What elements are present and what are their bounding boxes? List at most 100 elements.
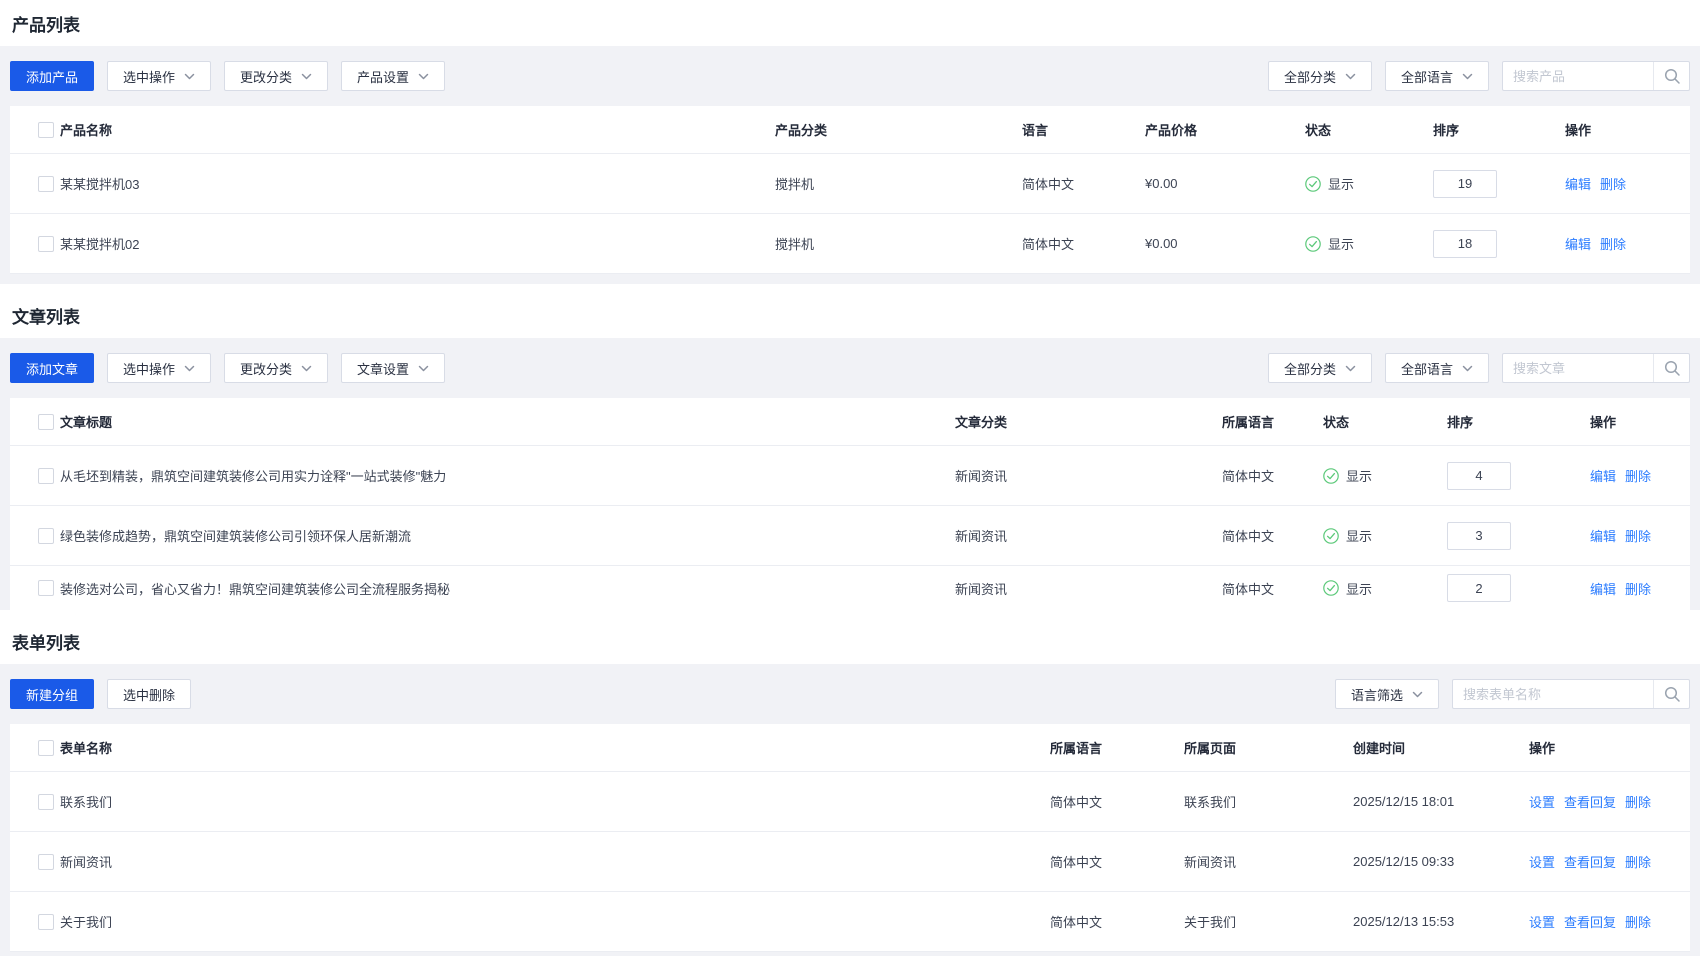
edit-link[interactable]: 编辑 (1565, 177, 1592, 192)
chevron-down-icon (1345, 73, 1356, 79)
delete-selected-button[interactable]: 选中删除 (107, 679, 192, 709)
row-checkbox[interactable] (38, 580, 54, 596)
delete-link[interactable]: 删除 (1625, 469, 1652, 484)
articles-toolbar: 添加文章 选中操作 更改分类 文章设置 全部分类 全部语言 (10, 353, 1690, 383)
delete-link[interactable]: 删除 (1600, 177, 1627, 192)
add-product-button[interactable]: 添加产品 (10, 61, 95, 91)
product-language: 简体中文 (1022, 237, 1075, 252)
row-checkbox[interactable] (38, 467, 54, 484)
check-circle-icon (1323, 580, 1339, 596)
view-replies-link[interactable]: 查看回复 (1564, 855, 1617, 870)
search-icon (1664, 68, 1680, 84)
forms-panel: 新建分组 选中删除 语言筛选 表单名称 所属语言 所属页面 创建时间 操作 (0, 664, 1700, 956)
product-name: 某某搅拌机03 (60, 177, 140, 192)
form-search-input[interactable] (1453, 680, 1653, 708)
article-category-filter-dropdown[interactable]: 全部分类 (1267, 353, 1372, 383)
products-section: 产品列表 添加产品 选中操作 更改分类 产品设置 全部分类 全部语言 产品名称 (0, 0, 1700, 284)
delete-link[interactable]: 删除 (1600, 237, 1627, 252)
sort-input[interactable] (1433, 169, 1497, 198)
dropdown-label: 选中操作 (123, 361, 176, 377)
row-checkbox[interactable] (38, 235, 54, 252)
product-selected-ops-dropdown[interactable]: 选中操作 (107, 61, 212, 91)
col-header: 创建时间 (1353, 741, 1406, 756)
col-header: 产品分类 (775, 123, 828, 138)
form-search-button[interactable] (1653, 680, 1689, 708)
view-replies-link[interactable]: 查看回复 (1564, 915, 1617, 930)
article-search-input[interactable] (1503, 354, 1653, 382)
check-circle-icon (1323, 467, 1339, 484)
articles-table: 文章标题 文章分类 所属语言 状态 排序 操作 从毛坯到精装，鼎筑空间建筑装修公… (10, 398, 1690, 610)
product-category-filter-dropdown[interactable]: 全部分类 (1267, 61, 1372, 91)
status-badge: 显示 (1323, 579, 1447, 598)
products-table-header: 产品名称 产品分类 语言 产品价格 状态 排序 操作 (10, 106, 1690, 154)
product-name: 某某搅拌机02 (60, 237, 140, 252)
article-search (1502, 353, 1690, 383)
product-change-category-dropdown[interactable]: 更改分类 (224, 61, 329, 91)
check-circle-icon (1305, 235, 1321, 252)
settings-link[interactable]: 设置 (1529, 855, 1556, 870)
articles-section: 文章列表 添加文章 选中操作 更改分类 文章设置 全部分类 全部语言 文章标题 (0, 292, 1700, 610)
article-settings-dropdown[interactable]: 文章设置 (341, 353, 446, 383)
status-label: 显示 (1346, 581, 1373, 597)
select-all-checkbox[interactable] (38, 413, 54, 430)
delete-link[interactable]: 删除 (1625, 855, 1652, 870)
article-language-filter-dropdown[interactable]: 全部语言 (1384, 353, 1489, 383)
delete-link[interactable]: 删除 (1625, 915, 1652, 930)
delete-link[interactable]: 删除 (1625, 581, 1652, 597)
product-price: ¥0.00 (1145, 176, 1178, 191)
product-search-input[interactable] (1503, 62, 1653, 90)
delete-link[interactable]: 删除 (1625, 795, 1652, 810)
edit-link[interactable]: 编辑 (1590, 469, 1617, 484)
form-language-filter-dropdown[interactable]: 语言筛选 (1334, 679, 1439, 709)
edit-link[interactable]: 编辑 (1590, 529, 1617, 544)
form-name: 新闻资讯 (60, 855, 113, 870)
settings-link[interactable]: 设置 (1529, 915, 1556, 930)
new-group-button[interactable]: 新建分组 (10, 679, 95, 709)
sort-input[interactable] (1447, 574, 1511, 602)
article-category: 新闻资讯 (955, 469, 1008, 484)
sort-input[interactable] (1447, 521, 1511, 550)
search-icon (1664, 686, 1680, 702)
forms-toolbar: 新建分组 选中删除 语言筛选 (10, 679, 1690, 709)
articles-panel: 添加文章 选中操作 更改分类 文章设置 全部分类 全部语言 文章标题 文章分类 … (0, 338, 1700, 610)
sort-input[interactable] (1447, 461, 1511, 490)
product-settings-dropdown[interactable]: 产品设置 (341, 61, 446, 91)
table-row: 关于我们 简体中文 关于我们 2025/12/13 15:53 设置 查看回复 删除 (10, 892, 1690, 952)
col-header: 所属语言 (1222, 415, 1275, 430)
col-header: 操作 (1590, 415, 1617, 430)
add-article-button[interactable]: 添加文章 (10, 353, 95, 383)
chevron-down-icon (184, 73, 195, 79)
edit-link[interactable]: 编辑 (1565, 237, 1592, 252)
status-badge: 显示 (1323, 466, 1447, 485)
dropdown-label: 选中操作 (123, 69, 176, 85)
view-replies-link[interactable]: 查看回复 (1564, 795, 1617, 810)
select-all-checkbox[interactable] (38, 121, 54, 138)
table-row: 联系我们 简体中文 联系我们 2025/12/15 18:01 设置 查看回复 删除 (10, 772, 1690, 832)
chevron-down-icon (1412, 691, 1423, 697)
chevron-down-icon (418, 73, 429, 79)
row-checkbox[interactable] (38, 853, 54, 870)
row-checkbox[interactable] (38, 175, 54, 192)
product-price: ¥0.00 (1145, 236, 1178, 251)
form-name: 关于我们 (60, 915, 113, 930)
product-search-button[interactable] (1653, 62, 1689, 90)
row-checkbox[interactable] (38, 913, 54, 930)
status-label: 显示 (1328, 177, 1355, 192)
edit-link[interactable]: 编辑 (1590, 581, 1617, 597)
product-category: 搅拌机 (775, 177, 815, 192)
product-language-filter-dropdown[interactable]: 全部语言 (1384, 61, 1489, 91)
article-change-category-dropdown[interactable]: 更改分类 (224, 353, 329, 383)
form-language: 简体中文 (1050, 915, 1103, 930)
sort-input[interactable] (1433, 229, 1497, 258)
article-selected-ops-dropdown[interactable]: 选中操作 (107, 353, 212, 383)
forms-table-header: 表单名称 所属语言 所属页面 创建时间 操作 (10, 724, 1690, 772)
article-language: 简体中文 (1222, 469, 1275, 484)
col-header: 文章分类 (955, 415, 1008, 430)
col-header: 操作 (1529, 741, 1556, 756)
row-checkbox[interactable] (38, 793, 54, 810)
settings-link[interactable]: 设置 (1529, 795, 1556, 810)
select-all-checkbox[interactable] (38, 739, 54, 756)
article-search-button[interactable] (1653, 354, 1689, 382)
delete-link[interactable]: 删除 (1625, 529, 1652, 544)
row-checkbox[interactable] (38, 527, 54, 544)
